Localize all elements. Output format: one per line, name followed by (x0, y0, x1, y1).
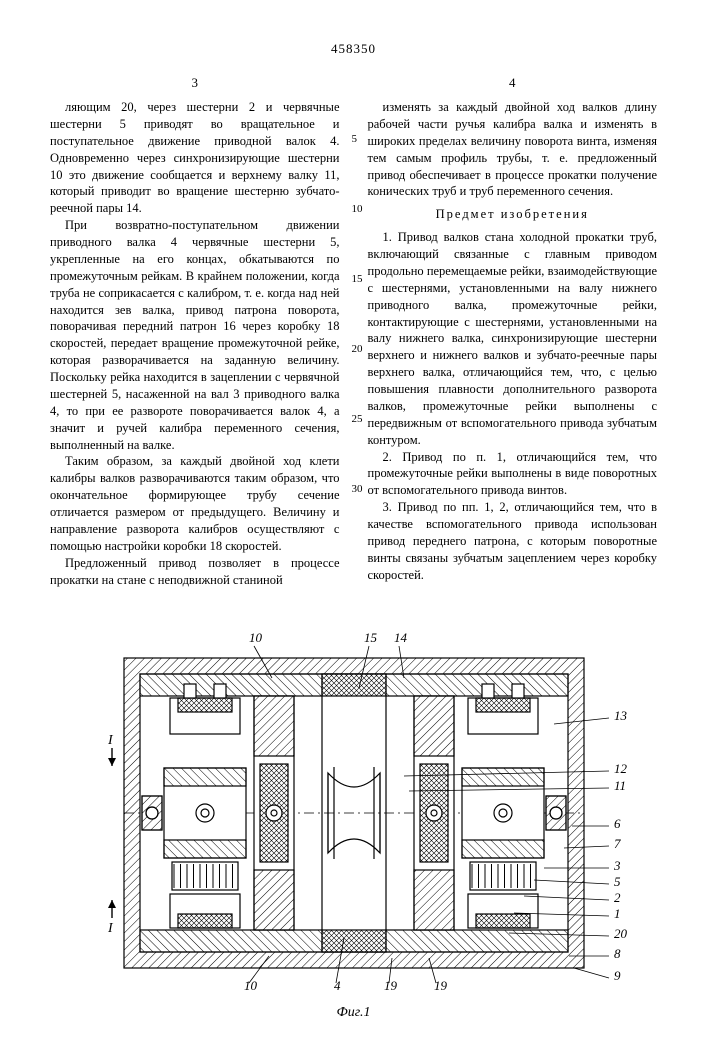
text-columns: 3 ляющим 20, через шестерни 2 и червячны… (50, 74, 657, 589)
para: Таким образом, за каждый двойной ход кле… (50, 453, 340, 554)
claim: 3. Привод по пп. 1, 2, отличающийся тем,… (368, 499, 658, 583)
svg-text:11: 11 (614, 778, 626, 793)
claim: 2. Привод по п. 1, отличающийся тем, что… (368, 449, 658, 500)
svg-text:1: 1 (614, 906, 621, 921)
svg-text:19: 19 (434, 978, 448, 993)
svg-text:5: 5 (614, 874, 621, 889)
svg-text:19: 19 (384, 978, 398, 993)
left-column: 3 ляющим 20, через шестерни 2 и червячны… (50, 74, 340, 589)
right-column: 4 5 10 15 20 25 30 изменять за каждый дв… (368, 74, 658, 589)
right-col-num: 4 (368, 74, 658, 92)
figure-1: I I 10 15 14 13 12 11 6 7 3521 20 8 9 10 4 19 19 Фиг.1 (50, 618, 657, 1023)
svg-text:I: I (107, 733, 114, 748)
line-number: 10 (352, 202, 363, 217)
svg-text:10: 10 (249, 630, 263, 645)
claims-header: Предмет изобретения (368, 206, 658, 223)
svg-text:20: 20 (614, 926, 628, 941)
svg-text:10: 10 (244, 978, 258, 993)
svg-text:7: 7 (614, 836, 621, 851)
para: изменять за каждый двойной ход валков дл… (368, 99, 658, 200)
para: ляющим 20, через шестерни 2 и червячные … (50, 99, 340, 217)
left-col-num: 3 (50, 74, 340, 92)
line-number: 15 (352, 272, 363, 287)
svg-text:2: 2 (614, 890, 621, 905)
line-number: 5 (352, 132, 358, 147)
claim: 1. Привод валков стана холодной прокатки… (368, 229, 658, 448)
svg-text:14: 14 (394, 630, 408, 645)
line-number: 25 (352, 412, 363, 427)
para: При возвратно-поступательном движении пр… (50, 217, 340, 453)
svg-text:6: 6 (614, 816, 621, 831)
line-number: 20 (352, 342, 363, 357)
svg-text:15: 15 (364, 630, 378, 645)
svg-text:I: I (107, 921, 114, 936)
patent-number: 458350 (50, 40, 657, 58)
figure-caption: Фиг.1 (50, 1004, 657, 1023)
svg-text:8: 8 (614, 946, 621, 961)
para: Предложенный привод позволяет в процессе… (50, 555, 340, 589)
svg-text:13: 13 (614, 708, 628, 723)
svg-text:9: 9 (614, 968, 621, 983)
line-number: 30 (352, 482, 363, 497)
svg-text:12: 12 (614, 761, 628, 776)
svg-text:3: 3 (613, 858, 621, 873)
svg-text:4: 4 (334, 978, 341, 993)
